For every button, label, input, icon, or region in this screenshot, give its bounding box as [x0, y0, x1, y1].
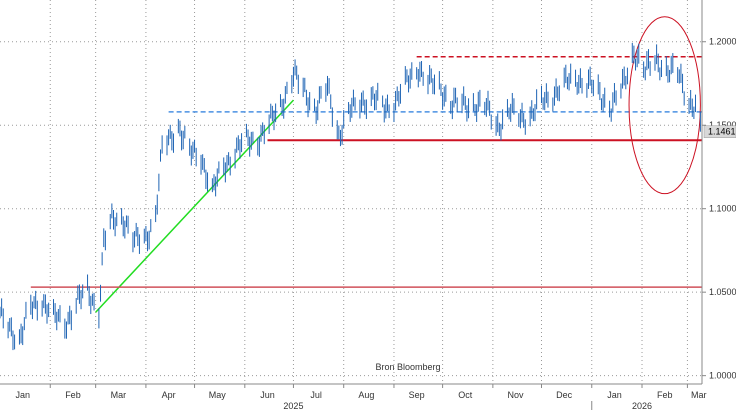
x-tick-label: Apr [162, 390, 176, 400]
y-tick-label: 1.0500 [709, 287, 736, 297]
y-tick-label: 1.1500 [709, 120, 736, 130]
x-tick-label: Mar [691, 390, 707, 400]
last-value-label: 1.1461 [708, 127, 736, 137]
x-tick-label: May [209, 390, 227, 400]
source-label: Bron Bloomberg [375, 362, 440, 372]
annotations [30, 16, 702, 313]
x-tick-label: Aug [358, 390, 374, 400]
y-tick-label: 1.0000 [709, 371, 736, 381]
x-tick-label: Jan [15, 390, 30, 400]
x-tick-label: Jun [260, 390, 275, 400]
x-tick-label: Sep [409, 390, 425, 400]
x-tick-label: Jan [607, 390, 622, 400]
x-tick-label: Feb [657, 390, 673, 400]
x-tick-label: Dec [556, 390, 573, 400]
trendline [95, 99, 294, 313]
x-tick-label: Mar [111, 390, 127, 400]
x-tick-label: Nov [508, 390, 525, 400]
x-tick-label: Feb [65, 390, 81, 400]
y-tick-label: 1.1000 [709, 204, 736, 214]
y-tick-label: 1.2000 [709, 37, 736, 47]
highlight-ellipse [628, 16, 701, 195]
year-label: 2026 [632, 401, 652, 410]
x-tick-label: Oct [458, 390, 473, 400]
year-label: 2025 [283, 401, 303, 410]
x-tick-label: Jul [310, 390, 322, 400]
grid [0, 0, 702, 384]
last-value-tag [703, 125, 736, 138]
price-series [0, 42, 701, 351]
